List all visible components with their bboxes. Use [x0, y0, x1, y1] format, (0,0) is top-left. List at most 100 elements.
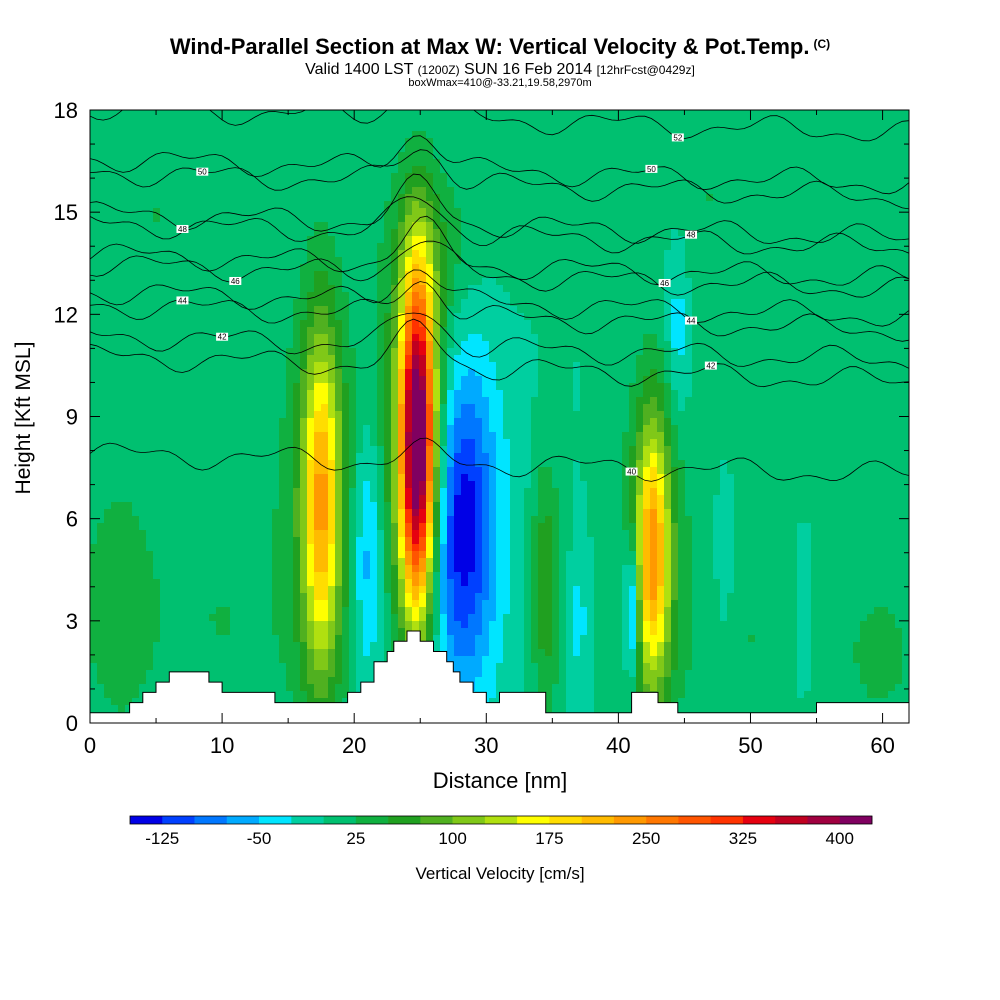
- velocity-cell: [412, 299, 420, 307]
- velocity-cell: [895, 390, 903, 398]
- velocity-cell: [587, 117, 595, 125]
- velocity-cell: [545, 341, 553, 349]
- velocity-cell: [636, 131, 644, 139]
- velocity-cell: [307, 271, 315, 279]
- velocity-cell: [545, 208, 553, 216]
- velocity-cell: [188, 327, 196, 335]
- velocity-cell: [706, 180, 714, 188]
- velocity-cell: [762, 397, 770, 405]
- velocity-cell: [832, 355, 840, 363]
- velocity-cell: [111, 285, 119, 293]
- velocity-cell: [587, 229, 595, 237]
- velocity-cell: [202, 320, 210, 328]
- velocity-cell: [335, 173, 343, 181]
- velocity-cell: [881, 306, 889, 314]
- velocity-cell: [510, 257, 518, 265]
- velocity-cell: [776, 313, 784, 321]
- velocity-cell: [314, 355, 322, 363]
- velocity-cell: [118, 264, 126, 272]
- velocity-cell: [615, 138, 623, 146]
- velocity-cell: [335, 397, 343, 405]
- velocity-cell: [510, 229, 518, 237]
- velocity-cell: [482, 397, 490, 405]
- velocity-cell: [104, 355, 112, 363]
- velocity-cell: [349, 229, 357, 237]
- velocity-cell: [615, 180, 623, 188]
- velocity-cell: [874, 383, 882, 391]
- velocity-cell: [748, 229, 756, 237]
- velocity-cell: [433, 320, 441, 328]
- velocity-cell: [433, 131, 441, 139]
- velocity-cell: [895, 201, 903, 209]
- velocity-cell: [657, 369, 665, 377]
- velocity-cell: [678, 215, 686, 223]
- velocity-cell: [685, 362, 693, 370]
- velocity-cell: [153, 306, 161, 314]
- velocity-cell: [748, 152, 756, 160]
- velocity-cell: [811, 229, 819, 237]
- velocity-cell: [447, 376, 455, 384]
- velocity-cell: [286, 187, 294, 195]
- velocity-cell: [734, 159, 742, 167]
- velocity-cell: [244, 243, 252, 251]
- velocity-cell: [860, 180, 868, 188]
- velocity-cell: [153, 138, 161, 146]
- velocity-cell: [699, 278, 707, 286]
- velocity-cell: [594, 166, 602, 174]
- velocity-cell: [755, 264, 763, 272]
- velocity-cell: [328, 201, 336, 209]
- velocity-cell: [405, 180, 413, 188]
- velocity-cell: [258, 306, 266, 314]
- velocity-cell: [629, 362, 637, 370]
- velocity-cell: [769, 327, 777, 335]
- velocity-cell: [251, 152, 259, 160]
- velocity-cell: [468, 110, 476, 118]
- velocity-cell: [132, 159, 140, 167]
- velocity-cell: [405, 159, 413, 167]
- velocity-cell: [188, 362, 196, 370]
- velocity-cell: [559, 362, 567, 370]
- velocity-cell: [475, 257, 483, 265]
- velocity-cell: [545, 117, 553, 125]
- velocity-cell: [643, 208, 651, 216]
- velocity-cell: [496, 390, 504, 398]
- velocity-cell: [503, 348, 511, 356]
- velocity-cell: [692, 110, 700, 118]
- velocity-cell: [468, 194, 476, 202]
- velocity-cell: [489, 173, 497, 181]
- velocity-cell: [608, 341, 616, 349]
- velocity-cell: [685, 355, 693, 363]
- velocity-cell: [356, 264, 364, 272]
- velocity-cell: [328, 243, 336, 251]
- velocity-cell: [258, 313, 266, 321]
- velocity-cell: [650, 152, 658, 160]
- velocity-cell: [580, 369, 588, 377]
- velocity-cell: [223, 376, 231, 384]
- velocity-cell: [349, 201, 357, 209]
- velocity-cell: [321, 264, 329, 272]
- velocity-cell: [545, 187, 553, 195]
- velocity-cell: [405, 201, 413, 209]
- velocity-cell: [895, 327, 903, 335]
- velocity-cell: [167, 397, 175, 405]
- velocity-cell: [167, 369, 175, 377]
- velocity-cell: [566, 404, 574, 412]
- velocity-cell: [482, 166, 490, 174]
- velocity-cell: [468, 369, 476, 377]
- velocity-cell: [797, 159, 805, 167]
- velocity-cell: [342, 292, 350, 300]
- velocity-cell: [363, 152, 371, 160]
- velocity-cell: [286, 180, 294, 188]
- velocity-cell: [559, 292, 567, 300]
- velocity-cell: [902, 376, 909, 384]
- velocity-cell: [650, 201, 658, 209]
- velocity-cell: [650, 208, 658, 216]
- velocity-cell: [629, 201, 637, 209]
- velocity-cell: [510, 292, 518, 300]
- velocity-cell: [90, 229, 98, 237]
- velocity-cell: [559, 166, 567, 174]
- velocity-cell: [846, 327, 854, 335]
- velocity-cell: [741, 222, 749, 230]
- velocity-cell: [398, 306, 406, 314]
- velocity-cell: [139, 320, 147, 328]
